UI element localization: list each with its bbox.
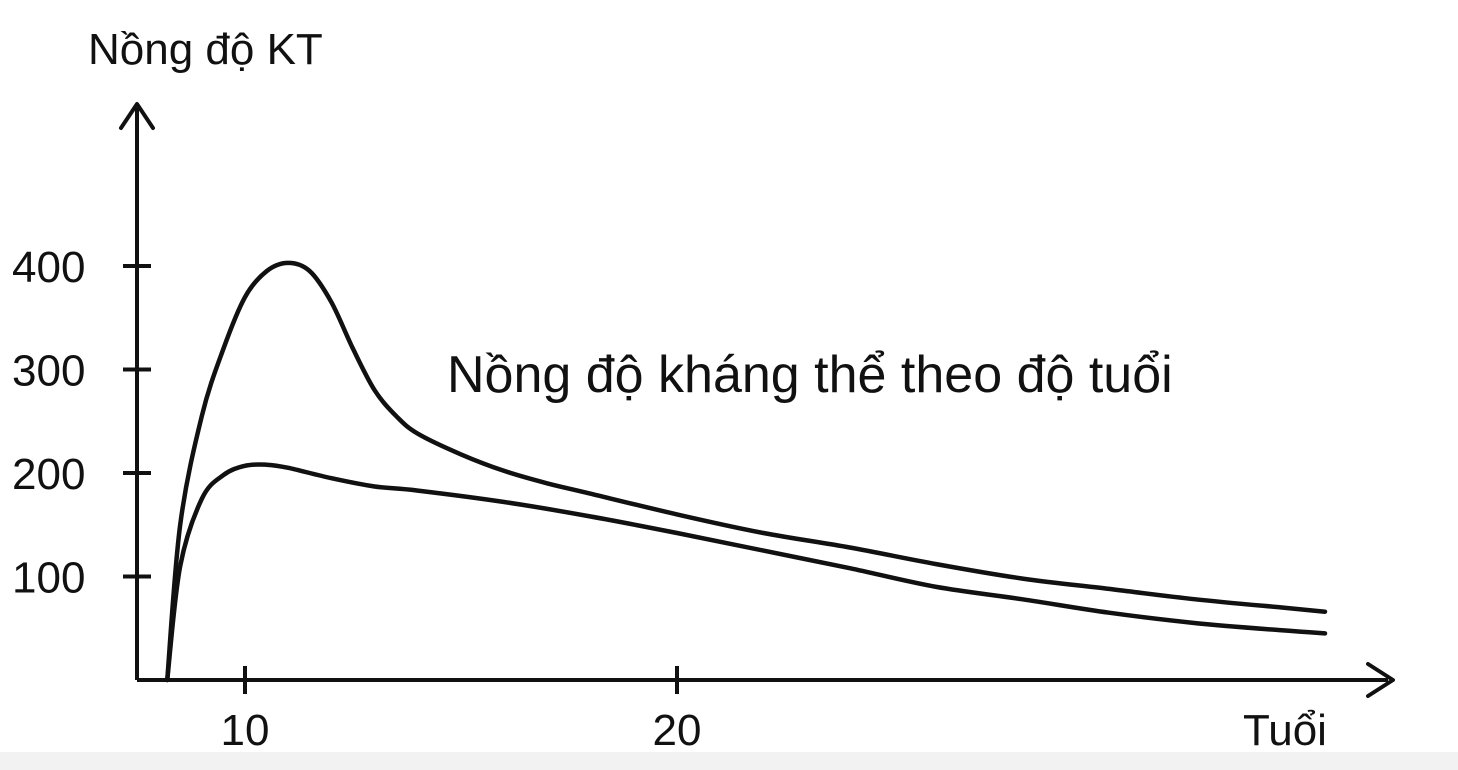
y-tick-label: 100 [12, 554, 85, 603]
axes [119, 102, 1395, 698]
y-tick-label: 200 [12, 450, 85, 499]
chart-title: Nồng độ kháng thể theo độ tuổi [447, 346, 1173, 404]
y-tick-label: 400 [12, 243, 85, 292]
ticks: 100 200 300 400 10 20 [12, 243, 701, 755]
y-axis-arrow [119, 102, 155, 130]
x-tick-label: 10 [221, 706, 270, 755]
y-axis-label: Nồng độ KT [88, 25, 323, 74]
x-tick-label: 20 [653, 706, 702, 755]
series-line-upper [164, 260, 1328, 683]
x-axis-label: Tuổi [1243, 706, 1327, 755]
x-axis-arrow [1366, 662, 1395, 698]
bottom-strip [0, 752, 1458, 770]
y-tick-label: 300 [12, 347, 85, 396]
series-line-lower [164, 462, 1328, 683]
series [164, 260, 1328, 683]
